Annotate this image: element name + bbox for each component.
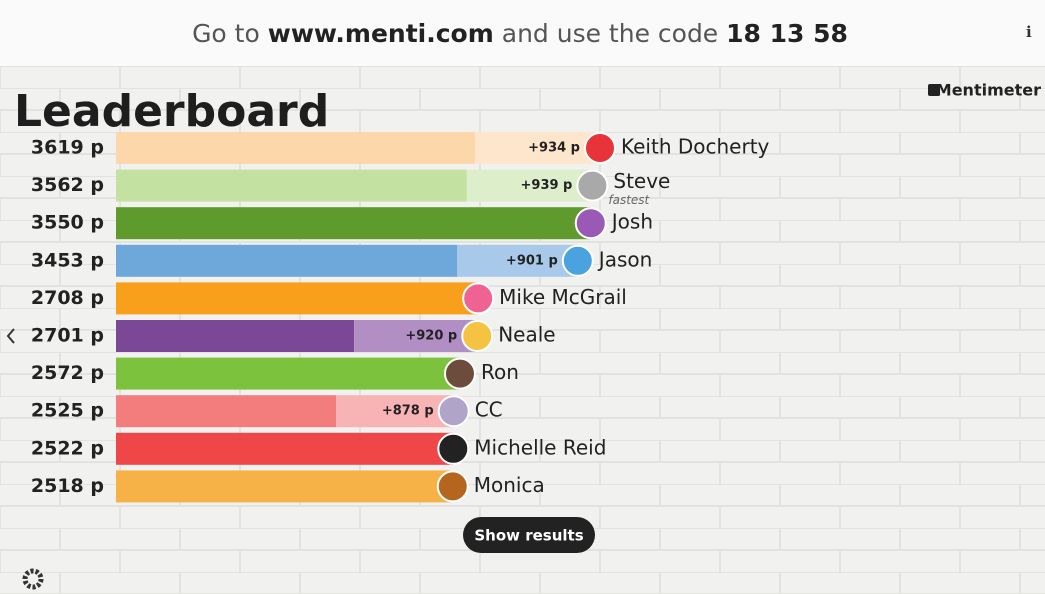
bar-base [116, 245, 457, 277]
bar [116, 433, 453, 465]
bar-base [116, 170, 467, 202]
brand: Mentimeter [936, 81, 1041, 100]
header-code: 18 13 58 [726, 19, 848, 48]
score: 3550 p [31, 212, 104, 234]
bar [116, 207, 591, 239]
player-name: Josh [610, 210, 653, 234]
gain-label: +920 p [405, 329, 457, 344]
bar-base [116, 132, 475, 164]
header-lead: Go to [192, 19, 260, 48]
player-name: Jason [597, 247, 653, 271]
avatar [439, 396, 469, 426]
note: fastest [608, 193, 650, 207]
avatar [462, 321, 492, 351]
bar-base [116, 395, 336, 427]
player-name: Keith Docherty [621, 135, 770, 159]
avatar [438, 471, 468, 501]
avatar [438, 434, 468, 464]
header-url: www.menti.com [268, 19, 494, 48]
bar [116, 282, 478, 314]
avatar [585, 133, 615, 163]
score: 3562 p [31, 174, 104, 196]
page: Go to www.menti.com and use the code 18 … [0, 0, 1045, 594]
player-name: Michelle Reid [474, 435, 606, 459]
player-name: Steve [613, 169, 670, 193]
bar-base [116, 320, 354, 352]
score: 2572 p [31, 362, 104, 384]
avatar [463, 283, 493, 313]
avatar [563, 246, 593, 276]
avatar [577, 171, 607, 201]
player-name: Mike McGrail [499, 285, 627, 309]
gain-label: +939 p [521, 178, 573, 193]
player-name: Neale [498, 323, 555, 347]
score: 2518 p [31, 475, 104, 497]
header-text: Go to www.menti.com and use the code 18 … [192, 19, 848, 48]
title: Leaderboard [14, 86, 329, 137]
bar [116, 470, 453, 502]
score: 3453 p [31, 249, 104, 271]
score: 2701 p [31, 325, 104, 347]
info-button[interactable]: i [1026, 23, 1032, 41]
gain-label: +901 p [506, 253, 558, 268]
player-name: CC [475, 398, 503, 422]
gain-label: +878 p [382, 404, 434, 419]
score: 2522 p [31, 437, 104, 459]
button-label: Show results [474, 527, 583, 545]
gain-label: +934 p [528, 141, 580, 156]
bar [116, 358, 460, 390]
player-name: Monica [474, 473, 545, 497]
score: 2525 p [31, 400, 104, 422]
avatar [576, 208, 606, 238]
avatar [445, 359, 475, 389]
header-middle: and use the code [502, 19, 718, 48]
score: 2708 p [31, 287, 104, 309]
score: 3619 p [31, 137, 104, 159]
player-name: Ron [481, 360, 519, 384]
screen: Go to www.menti.com and use the code 18 … [0, 0, 1045, 594]
